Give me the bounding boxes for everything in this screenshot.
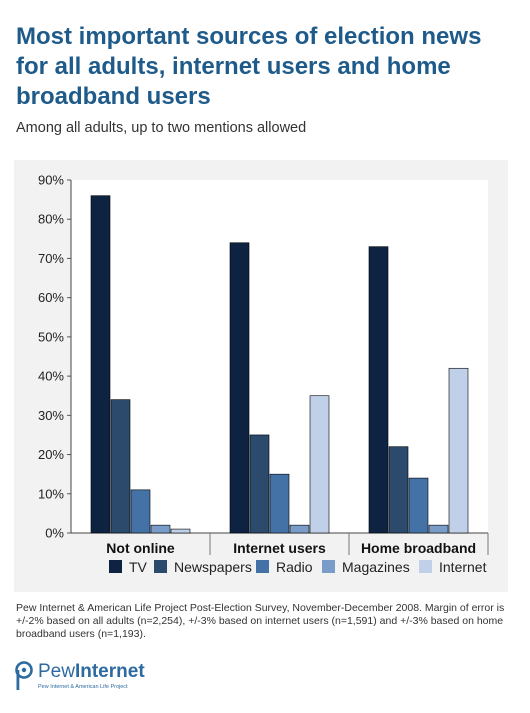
y-tick-label: 10%: [38, 486, 64, 501]
bar: [229, 242, 250, 534]
y-tick-label: 0%: [45, 526, 64, 541]
legend-swatch: [256, 560, 269, 573]
legend-swatch: [322, 560, 335, 573]
pew-internet-logo: PewInternet Pew Internet & American Life…: [14, 658, 214, 698]
bar: [130, 489, 151, 534]
logo-word-light: Pew: [38, 661, 75, 682]
source-footnote: Pew Internet & American Life Project Pos…: [16, 602, 505, 640]
y-tick-label: 40%: [38, 369, 64, 384]
chart-subtitle: Among all adults, up to two mentions all…: [16, 120, 307, 136]
legend-swatch: [109, 560, 122, 573]
legend-label: Newspapers: [174, 559, 252, 575]
bar: [448, 367, 469, 534]
bar: [90, 195, 111, 534]
legend-swatch: [419, 560, 432, 573]
y-tick-label: 20%: [38, 447, 64, 462]
bar: [110, 399, 131, 534]
x-category-label: Internet users: [233, 540, 326, 556]
legend-label: Radio: [276, 559, 313, 575]
legend-label: Internet: [439, 559, 487, 575]
y-tick-label: 60%: [38, 290, 64, 305]
bar: [388, 446, 409, 534]
logo-word-bold: Internet: [74, 661, 145, 682]
bar: [368, 246, 389, 534]
legend-label: Magazines: [342, 559, 410, 575]
x-category-label: Not online: [106, 540, 175, 556]
legend-label: TV: [129, 559, 148, 575]
bar: [269, 473, 290, 534]
y-tick-label: 80%: [38, 212, 64, 227]
bar: [289, 524, 310, 534]
x-category-label: Home broadband: [361, 540, 476, 556]
logo-tagline: Pew Internet & American Life Project: [38, 684, 128, 690]
chart-panel: 0% 10% 20% 30% 40% 50% 60% 70% 80% 90% Not online I…: [14, 160, 508, 592]
bar: [408, 477, 429, 534]
bar: [150, 524, 171, 534]
y-tick-label: 70%: [38, 251, 64, 266]
bar: [428, 524, 449, 534]
bar: [249, 434, 270, 534]
logo-wordmark: PewInternet: [38, 661, 145, 683]
bar-chart: 0% 10% 20% 30% 40% 50% 60% 70% 80% 90% Not online I…: [38, 173, 489, 575]
pew-logo-icon: [15, 661, 33, 690]
bar: [309, 395, 330, 534]
y-tick-label: 90%: [38, 173, 64, 188]
bar: [170, 528, 191, 534]
y-tick-label: 50%: [38, 329, 64, 344]
chart-title: Most important sources of election news …: [16, 23, 482, 110]
legend-swatch: [154, 560, 167, 573]
y-tick-label: 30%: [38, 408, 64, 423]
